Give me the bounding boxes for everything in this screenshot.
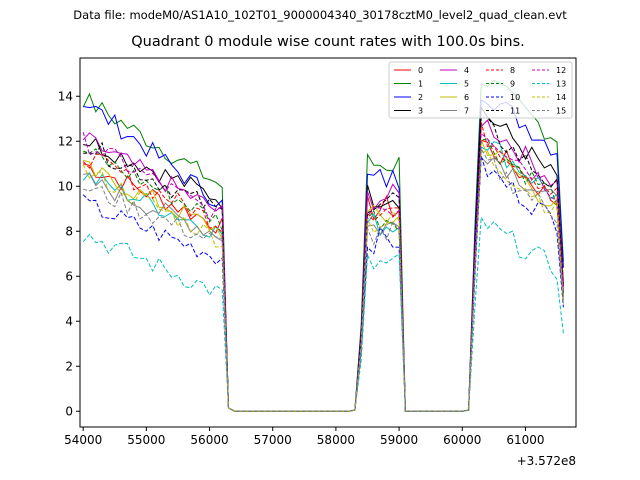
y-tick-label: 10 — [58, 179, 73, 193]
y-tick-label: 8 — [65, 224, 73, 238]
series-line-14 — [82, 150, 564, 412]
legend-label-1: 1 — [418, 80, 423, 89]
series-line-13 — [82, 215, 564, 412]
series-line-6 — [83, 139, 564, 412]
x-tick-label: 60000 — [443, 433, 481, 447]
x-tick-label: 61000 — [506, 433, 544, 447]
chart-title: Quadrant 0 module wise count rates with … — [131, 34, 525, 50]
y-tick-label: 2 — [65, 359, 73, 373]
series-lines — [82, 79, 564, 412]
legend-label-2: 2 — [418, 93, 423, 102]
series-line-11 — [83, 116, 564, 412]
legend-label-6: 6 — [464, 93, 469, 102]
legend-label-13: 13 — [556, 80, 566, 89]
x-tick-label: 57000 — [254, 433, 292, 447]
legend-label-3: 3 — [418, 107, 423, 116]
x-tick-label: 59000 — [380, 433, 418, 447]
legend-box — [388, 61, 573, 119]
y-tick-label: 4 — [65, 314, 73, 328]
series-line-3 — [83, 105, 564, 412]
y-tick-label: 0 — [65, 404, 73, 418]
data-file-label: Data file: modeM0/AS1A10_102T01_90000043… — [73, 8, 567, 22]
series-line-12 — [82, 131, 564, 412]
legend-label-11: 11 — [510, 107, 520, 116]
series-line-10 — [82, 155, 564, 412]
x-tick-label: 56000 — [190, 433, 228, 447]
x-tick-label: 54000 — [64, 433, 102, 447]
legend-label-4: 4 — [464, 66, 469, 75]
legend-label-5: 5 — [464, 80, 469, 89]
x-tick-label: 55000 — [127, 433, 165, 447]
legend-label-8: 8 — [510, 66, 515, 75]
legend-label-0: 0 — [418, 66, 423, 75]
legend-label-7: 7 — [464, 107, 469, 116]
legend-label-14: 14 — [556, 93, 566, 102]
series-line-0 — [83, 139, 564, 412]
legend-label-10: 10 — [510, 93, 520, 102]
series-line-9 — [83, 138, 564, 412]
legend-label-12: 12 — [556, 66, 566, 75]
series-line-5 — [82, 141, 564, 412]
x-offset-label: +3.572e8 — [517, 454, 576, 468]
y-tick-label: 12 — [58, 134, 73, 148]
y-tick-label: 14 — [58, 89, 73, 103]
series-line-15 — [83, 146, 564, 412]
legend-label-15: 15 — [556, 107, 566, 116]
plot-frame — [79, 57, 577, 428]
legend-label-9: 9 — [510, 80, 515, 89]
x-tick-label: 58000 — [317, 433, 355, 447]
y-tick-label: 6 — [65, 269, 73, 283]
